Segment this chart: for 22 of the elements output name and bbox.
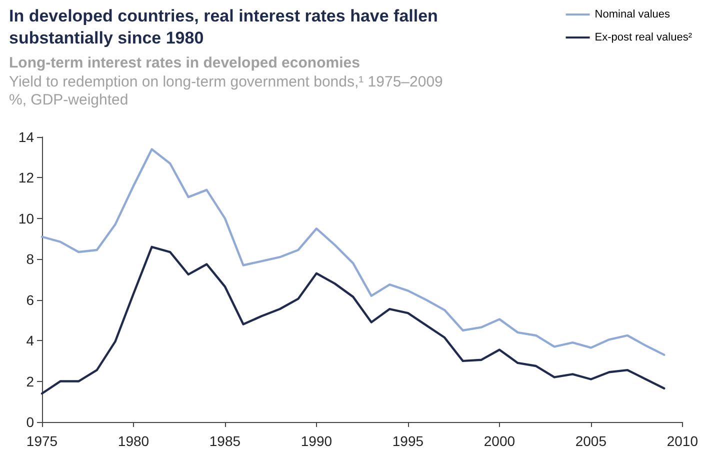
x-tick-label: 2010 [666,433,698,449]
x-tick-label: 1980 [118,433,150,449]
y-tick-label: 8 [26,251,34,268]
line-series [40,148,666,356]
x-tick-label: 2000 [484,433,516,449]
y-tick-label: 4 [26,332,34,349]
x-tick-label: 2005 [575,433,607,449]
y-tick-label: 12 [18,170,34,186]
chart-title: In developed countries, real interest rates have fallen substantially since 1980 [9,6,438,48]
legend-label: Nominal values [594,8,670,20]
legend-label: Ex-post real values² [594,32,692,44]
y-tick-label: 10 [18,210,34,226]
x-tick-label: 1975 [26,433,58,449]
y-tick-label: 6 [26,292,34,308]
y-tick-label: 2 [26,373,34,390]
x-tick-label: 1990 [300,433,332,449]
line-series [40,246,666,395]
y-tick-label: 0 [26,414,34,430]
x-tick-label: 1985 [209,433,241,449]
chart-subtitle: Long-term interest rates in developed economies Yield to redemption on long-term government bonds,¹ 1975–2009 %, GDP-weighted [9,54,443,108]
y-tick-label: 14 [18,129,34,145]
x-tick-label: 1995 [392,433,424,449]
